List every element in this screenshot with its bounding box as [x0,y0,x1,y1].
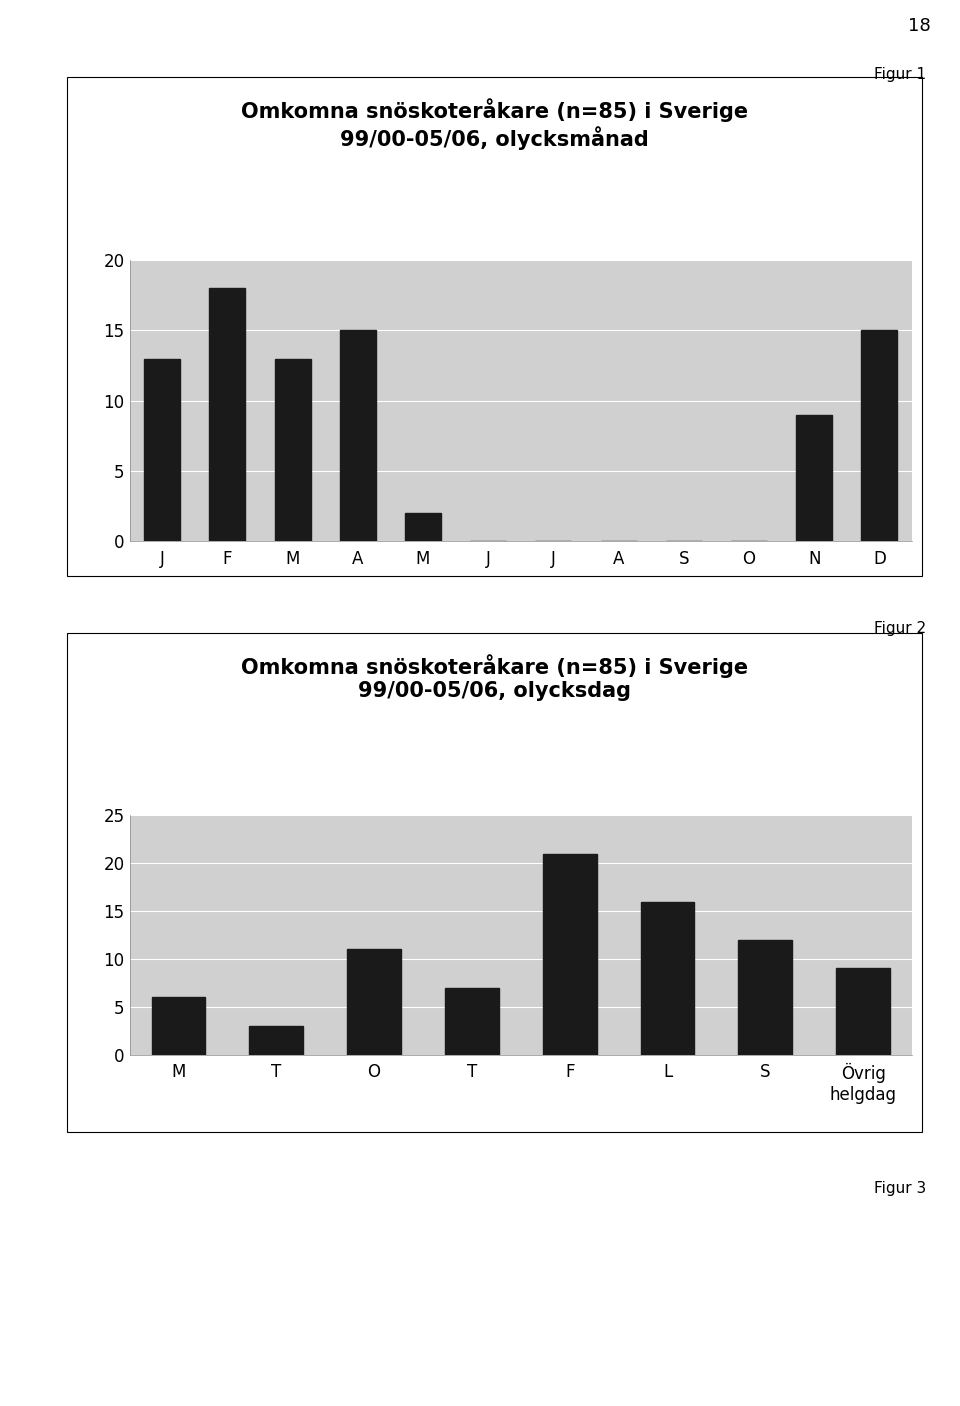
Bar [640,901,694,1054]
Bar [405,513,441,541]
Text: Figur 3: Figur 3 [875,1181,926,1197]
Text: Omkomna snöskoteråkare (n=85) i Sverige
99/00-05/06, olycksdag: Omkomna snöskoteråkare (n=85) i Sverige … [241,654,748,700]
Bar [542,853,596,1054]
Bar [836,969,890,1054]
Bar [445,987,499,1054]
Text: Figur 1: Figur 1 [875,67,926,83]
Bar [152,997,205,1054]
Bar [340,330,375,541]
Bar [348,949,401,1054]
Text: Omkomna snöskoteråkare (n=85) i Sverige
99/00-05/06, olycksmånad: Omkomna snöskoteråkare (n=85) i Sverige … [241,98,748,150]
Bar [209,288,246,541]
Bar [250,1026,303,1054]
Text: Figur 2: Figur 2 [875,621,926,637]
Bar [796,415,832,541]
Bar [861,330,898,541]
Text: 18: 18 [908,17,931,35]
Bar [144,359,180,541]
Bar [738,939,792,1054]
Bar [275,359,310,541]
